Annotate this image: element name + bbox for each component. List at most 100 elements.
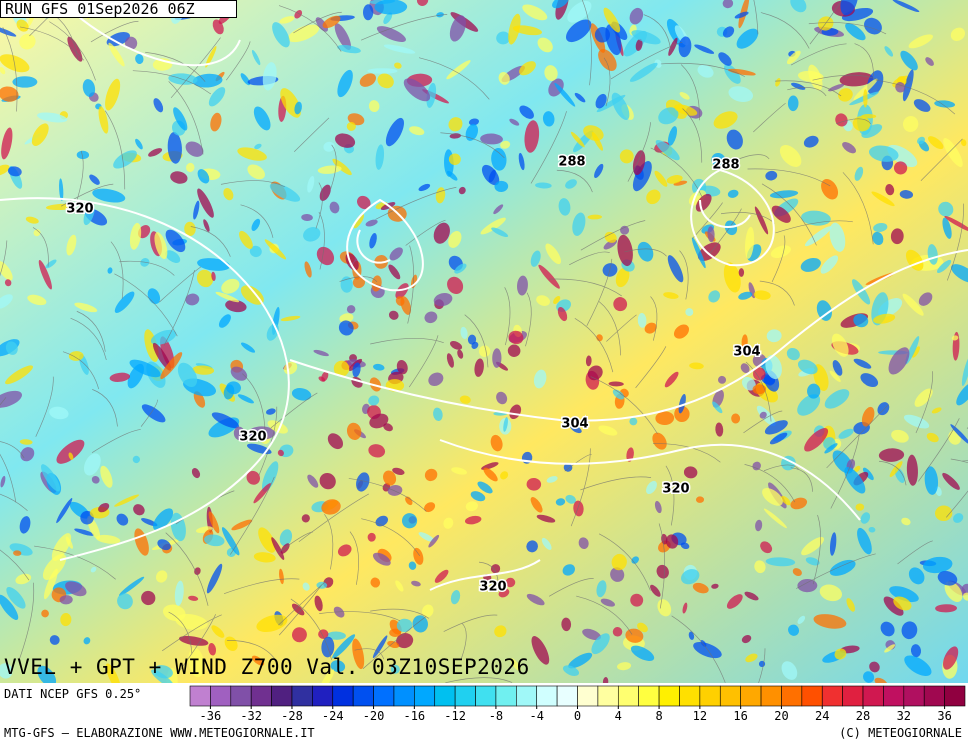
vvel-cell xyxy=(330,660,346,673)
vvel-cell xyxy=(787,95,799,112)
vvel-cell xyxy=(465,501,478,512)
color-swatch xyxy=(842,685,864,707)
vvel-cell xyxy=(530,497,543,513)
color-swatch xyxy=(475,685,497,707)
vvel-cell xyxy=(133,504,145,516)
streamline xyxy=(349,531,359,585)
vvel-cell xyxy=(545,243,562,265)
vvel-cell xyxy=(0,390,22,408)
vvel-cell xyxy=(215,291,240,303)
vvel-cell xyxy=(60,612,72,627)
vvel-cell xyxy=(666,175,683,184)
vvel-cell xyxy=(655,140,680,161)
vvel-cell xyxy=(197,258,231,271)
vvel-cell xyxy=(917,136,926,145)
vvel-cell xyxy=(374,0,408,15)
vvel-cell xyxy=(352,362,361,378)
streamline xyxy=(348,478,427,512)
vvel-cell xyxy=(107,267,113,274)
color-swatch xyxy=(658,685,680,707)
vvel-cell xyxy=(352,638,365,670)
vvel-cell xyxy=(267,420,288,434)
vvel-cell xyxy=(530,250,541,267)
vvel-cell xyxy=(5,365,33,385)
vvel-cell xyxy=(832,360,843,376)
streamline xyxy=(574,317,614,373)
vvel-cell xyxy=(337,69,353,98)
vvel-cell xyxy=(424,311,438,324)
vvel-cell xyxy=(233,426,245,441)
streamline xyxy=(73,150,84,210)
vvel-cell xyxy=(498,588,510,598)
vvel-cell xyxy=(208,511,220,534)
vvel-cell xyxy=(412,615,428,633)
streamline xyxy=(293,117,330,152)
vvel-cell xyxy=(500,140,511,149)
vvel-cell xyxy=(537,37,553,53)
vvel-cell xyxy=(585,355,592,367)
vvel-cell xyxy=(153,98,164,113)
streamline xyxy=(650,147,703,198)
color-swatch xyxy=(740,685,762,707)
streamline xyxy=(790,467,813,492)
vvel-cell xyxy=(906,454,918,486)
streamline xyxy=(745,361,772,422)
vvel-cell xyxy=(668,37,678,56)
vvel-cell xyxy=(498,72,510,85)
streamline xyxy=(796,553,876,589)
vvel-cell xyxy=(765,170,778,181)
map: 288 288 320 320 304 304 320 320 xyxy=(0,0,968,683)
vvel-cell xyxy=(877,402,890,416)
vvel-cell xyxy=(272,22,290,48)
vvel-cell xyxy=(874,677,888,683)
vvel-cell xyxy=(935,505,953,522)
vvel-cell xyxy=(519,105,534,119)
vvel-cell xyxy=(790,497,808,510)
streamline xyxy=(771,235,786,283)
vvel-cell xyxy=(723,262,741,293)
vvel-cell xyxy=(173,107,188,131)
vvel-cell xyxy=(619,149,634,164)
vvel-cell xyxy=(389,247,403,261)
streamline xyxy=(76,310,106,352)
vvel-cell xyxy=(853,313,869,328)
vvel-cell xyxy=(673,324,690,339)
vvel-cell xyxy=(418,183,431,192)
vvel-cell xyxy=(678,393,686,414)
vvel-cell xyxy=(262,62,277,91)
vvel-cell xyxy=(665,534,679,549)
vvel-cell xyxy=(59,178,64,201)
vvel-cell xyxy=(174,580,184,606)
vvel-cell xyxy=(944,215,968,232)
vvel-cell xyxy=(167,132,182,164)
vvel-cell xyxy=(924,466,939,495)
vvel-cell xyxy=(888,347,910,375)
color-swatch xyxy=(638,685,660,707)
vvel-cell xyxy=(165,250,181,263)
vvel-cell xyxy=(390,664,400,674)
vvel-cell xyxy=(56,439,85,464)
tick-label: 8 xyxy=(655,709,662,723)
vvel-cell xyxy=(31,123,49,147)
vvel-cell xyxy=(655,411,675,426)
vvel-cell xyxy=(241,342,256,353)
vvel-cell xyxy=(536,514,556,523)
vvel-cell xyxy=(926,432,939,443)
vvel-cell xyxy=(708,290,721,303)
vvel-cell xyxy=(868,526,876,533)
vvel-cell xyxy=(800,257,821,272)
streamline xyxy=(298,493,369,543)
vvel-cell xyxy=(367,532,376,542)
vvel-cell xyxy=(0,294,13,309)
streamline xyxy=(290,598,332,660)
streamline xyxy=(624,248,667,257)
vvel-cell xyxy=(491,227,509,238)
vvel-cell xyxy=(820,255,839,274)
streamline xyxy=(836,118,871,125)
vvel-cell xyxy=(246,470,261,485)
color-swatch xyxy=(210,685,232,707)
tick-label: -24 xyxy=(322,709,344,723)
streamline xyxy=(230,476,275,555)
vvel-cell xyxy=(562,564,576,576)
vvel-cell xyxy=(620,225,630,235)
